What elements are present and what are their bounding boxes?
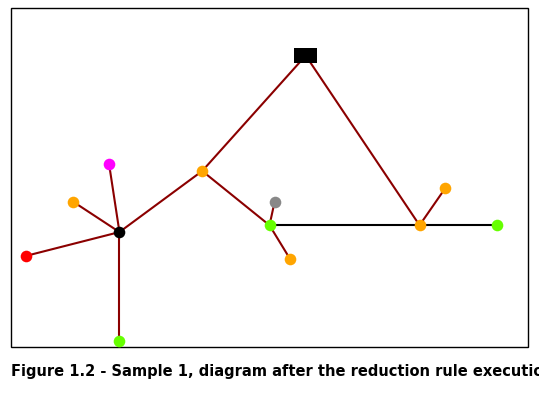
Point — [198, 168, 206, 174]
Point — [271, 198, 279, 205]
Text: Figure 1.2 - Sample 1, diagram after the reduction rule execution: Figure 1.2 - Sample 1, diagram after the… — [11, 364, 539, 379]
Point — [265, 222, 274, 229]
Point — [286, 256, 294, 263]
Point — [22, 252, 31, 259]
Point — [105, 161, 113, 167]
Point — [493, 222, 501, 229]
Point — [415, 222, 424, 229]
Point — [115, 229, 124, 235]
Point — [115, 337, 124, 344]
Point — [68, 198, 77, 205]
Point — [441, 185, 450, 191]
Bar — [294, 48, 317, 63]
